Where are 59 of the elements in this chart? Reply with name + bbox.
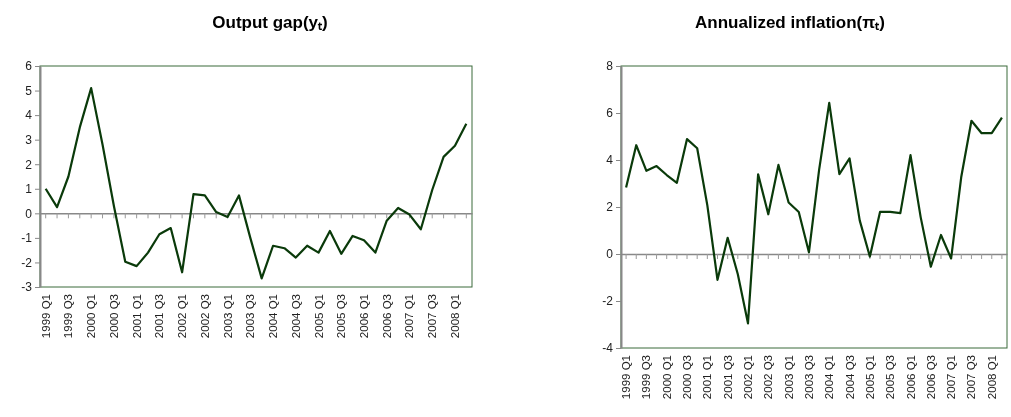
x-tick-label: 2000 Q1 bbox=[660, 355, 673, 400]
x-tick-label: 2003 Q3 bbox=[802, 355, 815, 400]
x-tick-label: 2003 Q1 bbox=[782, 355, 795, 400]
line-series bbox=[44, 87, 468, 280]
y-tick-label: 0 bbox=[25, 206, 33, 221]
x-tick-label: 2001 Q3 bbox=[153, 294, 166, 339]
x-tick-label: 2004 Q3 bbox=[289, 294, 302, 339]
y-tick-label: 6 bbox=[606, 106, 614, 121]
x-tick-label: 1999 Q1 bbox=[620, 355, 633, 400]
x-tick-label: 2002 Q3 bbox=[762, 355, 775, 400]
x-tick-label: 2008 Q1 bbox=[448, 294, 461, 339]
x-tick-label: 1999 Q1 bbox=[39, 294, 52, 339]
x-tick-label: 2004 Q1 bbox=[267, 294, 280, 339]
y-tick-label: 3 bbox=[25, 133, 33, 148]
x-tick-label: 2001 Q3 bbox=[721, 355, 734, 400]
y-tick-label: 6 bbox=[25, 59, 33, 74]
x-tick-label: 2002 Q1 bbox=[176, 294, 189, 339]
x-tick-label: 2005 Q3 bbox=[884, 355, 897, 400]
x-tick-label: 2002 Q3 bbox=[198, 294, 211, 339]
line-series bbox=[624, 101, 1004, 325]
x-tick-label: 2001 Q1 bbox=[701, 355, 714, 400]
y-tick-label: 5 bbox=[25, 83, 33, 98]
x-tick-label: 2004 Q1 bbox=[823, 355, 836, 400]
x-tick-label: 2006 Q1 bbox=[904, 355, 917, 400]
y-tick-label: -2 bbox=[602, 294, 614, 309]
x-tick-label: 2007 Q1 bbox=[403, 294, 416, 339]
x-tick-label: 2005 Q1 bbox=[312, 294, 325, 339]
x-tick-label: 2008 Q1 bbox=[985, 355, 998, 400]
x-tick-label: 2004 Q3 bbox=[843, 355, 856, 400]
x-tick-label: 2003 Q1 bbox=[221, 294, 234, 339]
y-tick-label: 1 bbox=[25, 182, 33, 197]
x-tick-label: 2002 Q1 bbox=[741, 355, 754, 400]
y-tick-label: 2 bbox=[25, 157, 33, 172]
x-tick-label: 2007 Q3 bbox=[426, 294, 439, 339]
x-tick-label: 1999 Q3 bbox=[640, 355, 653, 400]
x-tick-label: 2003 Q3 bbox=[244, 294, 257, 339]
x-tick-label: 2005 Q1 bbox=[863, 355, 876, 400]
x-tick-label: 2000 Q3 bbox=[107, 294, 120, 339]
x-tick-label: 2000 Q1 bbox=[85, 294, 98, 339]
x-tick-label: 2000 Q3 bbox=[681, 355, 694, 400]
x-tick-label: 2001 Q1 bbox=[130, 294, 143, 339]
y-tick-label: -1 bbox=[21, 231, 33, 246]
chart-title: Output gap(yₜ) bbox=[212, 13, 328, 32]
x-tick-label: 2007 Q3 bbox=[965, 355, 978, 400]
x-tick-label: 2005 Q3 bbox=[335, 294, 348, 339]
y-tick-label: 8 bbox=[606, 59, 614, 74]
x-tick-label: 2006 Q3 bbox=[380, 294, 393, 339]
x-tick-label: 1999 Q3 bbox=[62, 294, 75, 339]
y-tick-label: -4 bbox=[602, 341, 614, 356]
y-tick-label: 4 bbox=[25, 108, 33, 123]
y-tick-label: -2 bbox=[21, 255, 33, 270]
y-tick-label: -3 bbox=[21, 280, 33, 295]
x-tick-label: 2006 Q3 bbox=[924, 355, 937, 400]
y-tick-label: 2 bbox=[606, 200, 614, 215]
x-tick-label: 2007 Q1 bbox=[945, 355, 958, 400]
x-tick-label: 2006 Q1 bbox=[358, 294, 370, 339]
chart-title: Annualized inflation(πₜ) bbox=[695, 13, 885, 32]
y-tick-label: 0 bbox=[606, 247, 614, 262]
y-tick-label: 4 bbox=[606, 153, 614, 168]
